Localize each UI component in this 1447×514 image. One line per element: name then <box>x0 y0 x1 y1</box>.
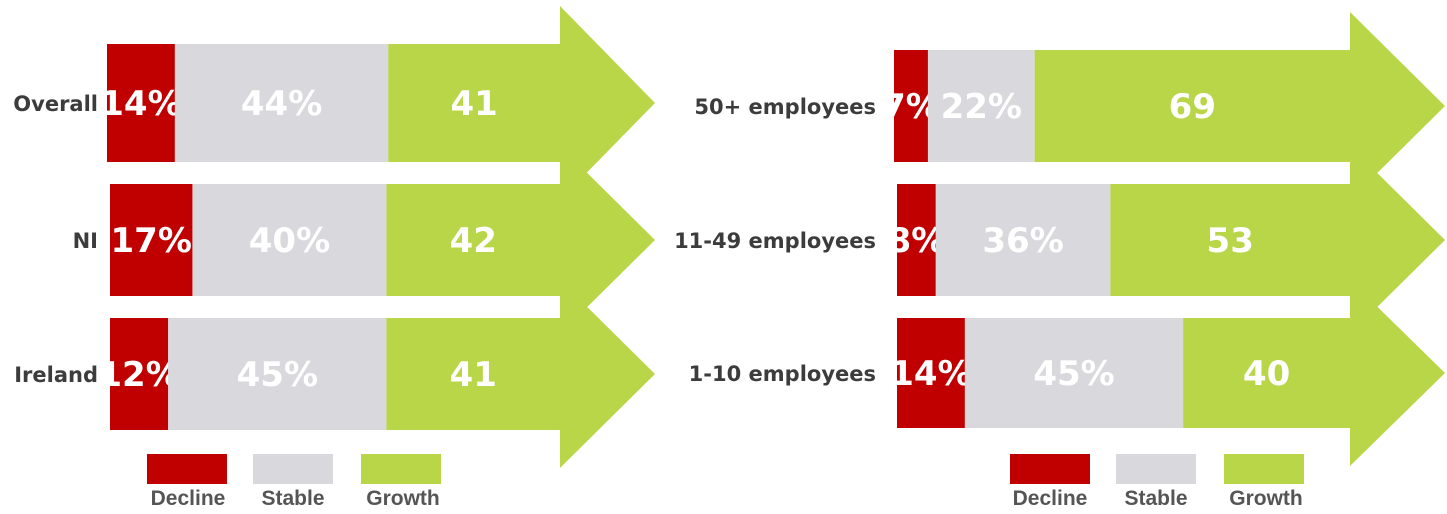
legend-right: Decline Stable Growth <box>1010 454 1304 510</box>
legend-label-stable: Stable <box>1124 487 1187 510</box>
bar-segment-growth <box>388 6 655 200</box>
data-label-stable: 44% <box>241 84 322 124</box>
bar-segment-stable <box>927 50 1035 162</box>
data-label-stable: 40% <box>249 221 330 261</box>
bar-segment-growth <box>1034 12 1445 200</box>
data-label-stable: 36% <box>982 221 1063 261</box>
bar-segment-decline <box>110 184 193 296</box>
bar-segment-decline <box>110 318 169 430</box>
bar-segment-decline <box>107 44 175 162</box>
data-label-stable: 45% <box>237 355 318 395</box>
legend-swatch-decline <box>1010 454 1090 484</box>
legend-label-decline: Decline <box>151 487 226 510</box>
data-label-decline: 17% <box>111 221 192 261</box>
bar-segment-growth <box>1183 280 1445 466</box>
data-label-decline: 14% <box>100 84 181 124</box>
category-label: 1-10 employees <box>689 362 876 386</box>
category-label: Overall <box>13 92 98 116</box>
data-label-growth: 53 <box>1207 221 1254 261</box>
chart-panel-left: Overall 14% 44% 41 NI 17% 40% 42 Ireland 12% 45% 41 <box>13 6 655 468</box>
data-label-stable: 22% <box>941 87 1022 127</box>
legend-label-stable: Stable <box>261 487 324 510</box>
data-label-decline: 8% <box>888 221 946 261</box>
data-label-growth: 42 <box>450 221 497 261</box>
legend-label-decline: Decline <box>1013 487 1088 510</box>
legend-left: Decline Stable Growth <box>147 454 441 510</box>
legend-label-growth: Growth <box>1229 487 1303 510</box>
data-label-growth: 40 <box>1243 354 1290 394</box>
category-label: 50+ employees <box>694 95 876 119</box>
data-label-growth: 41 <box>450 355 497 395</box>
bar-segment-decline <box>897 318 965 428</box>
category-label: NI <box>73 229 98 253</box>
legend-swatch-stable <box>253 454 333 484</box>
legend-swatch-growth <box>361 454 441 484</box>
data-label-decline: 12% <box>98 355 179 395</box>
bar-segment-stable <box>935 184 1111 296</box>
data-label-decline: 14% <box>890 354 971 394</box>
bar-segment-growth <box>386 280 655 468</box>
category-label: Ireland <box>14 363 98 387</box>
legend-swatch-stable <box>1116 454 1196 484</box>
data-label-growth: 69 <box>1169 87 1216 127</box>
bar-segment-decline <box>897 184 936 296</box>
bar-segment-stable <box>192 184 387 296</box>
bar-segment-stable <box>174 44 389 162</box>
data-label-stable: 45% <box>1033 354 1114 394</box>
data-label-growth: 41 <box>450 84 497 124</box>
bar-segment-stable <box>964 318 1184 428</box>
legend-label-growth: Growth <box>366 487 440 510</box>
bar-segment-growth <box>1110 146 1445 334</box>
bar-segment-decline <box>894 50 928 162</box>
bar-segment-stable <box>168 318 387 430</box>
category-label: 11-49 employees <box>674 229 876 253</box>
bar-segment-growth <box>386 146 655 334</box>
legend-swatch-growth <box>1224 454 1304 484</box>
legend-swatch-decline <box>147 454 227 484</box>
